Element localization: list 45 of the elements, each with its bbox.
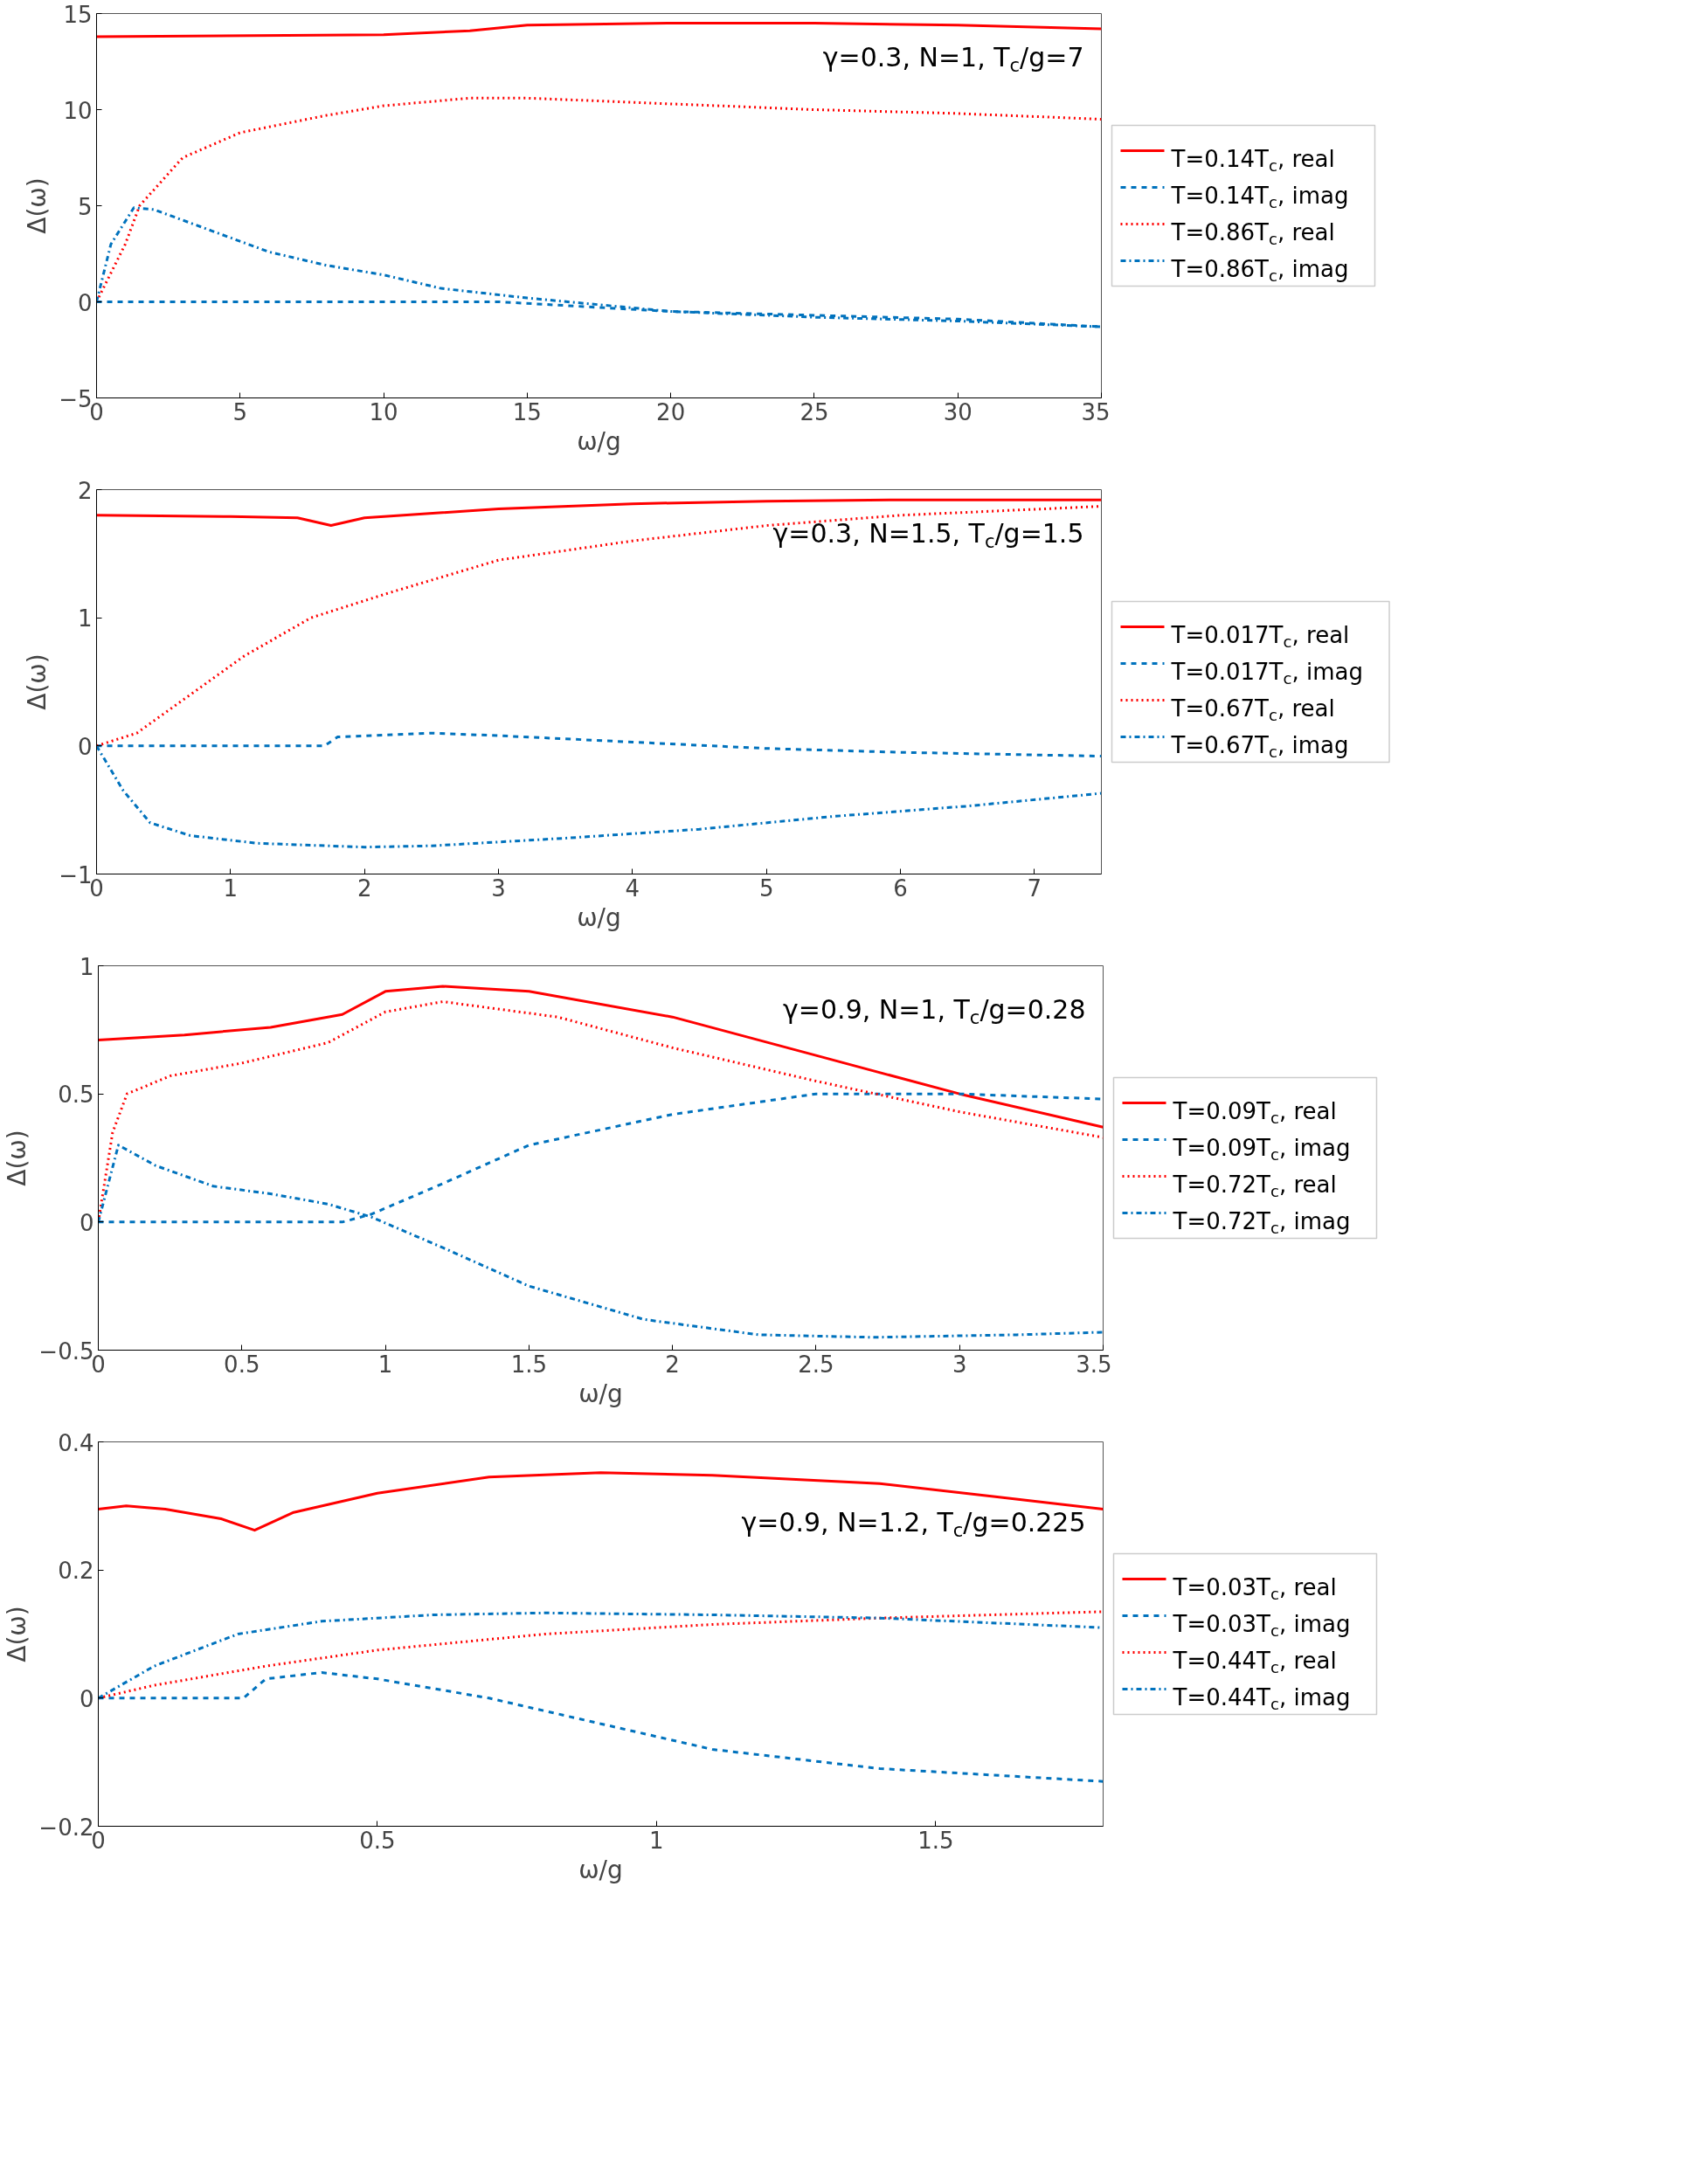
x-tick-label: 2 <box>356 874 372 902</box>
y-tick-label: 1 <box>79 953 94 980</box>
x-tick-label: 3 <box>491 874 506 902</box>
x-tick-label: 2.5 <box>798 1351 834 1378</box>
x-tick-label: 1 <box>649 1827 664 1854</box>
y-tick-label: 0 <box>77 289 93 316</box>
x-tick-label: 5 <box>758 874 774 902</box>
x-tick-label: 30 <box>943 398 973 425</box>
x-tick-label: 2 <box>665 1351 680 1378</box>
x-tick-label: 4 <box>625 874 640 902</box>
x-axis-title: ω/g <box>578 1855 623 1884</box>
x-tick-label: 0.5 <box>359 1827 396 1854</box>
y-tick-label: 0 <box>79 1209 94 1236</box>
x-tick-label: 1 <box>377 1351 393 1378</box>
x-axis-title: ω/g <box>578 1379 623 1408</box>
y-axis-title: Δ(ω) <box>23 177 52 234</box>
y-tick-label: 15 <box>63 1 93 28</box>
y-tick-label: 5 <box>77 193 93 220</box>
x-tick-label: 3.5 <box>1076 1351 1112 1378</box>
x-tick-label: 25 <box>799 398 829 425</box>
y-tick-label: 0.2 <box>58 1558 94 1585</box>
x-tick-label: 20 <box>656 398 686 425</box>
y-tick-label: 0 <box>79 1685 94 1712</box>
x-tick-label: 35 <box>1081 398 1111 425</box>
x-axis-title: ω/g <box>577 902 621 932</box>
x-tick-label: 7 <box>1027 874 1042 902</box>
x-tick-label: 15 <box>512 398 542 425</box>
y-tick-label: 10 <box>63 97 93 124</box>
y-tick-label: 0.4 <box>58 1429 94 1456</box>
y-tick-label: 0 <box>77 733 93 760</box>
y-tick-label: 2 <box>77 477 93 504</box>
y-axis-title: Δ(ω) <box>23 653 52 710</box>
x-axis-title: ω/g <box>577 426 621 456</box>
x-tick-label: 3 <box>952 1351 967 1378</box>
y-tick-label: 0.5 <box>58 1082 94 1109</box>
x-tick-label: 0.5 <box>224 1351 260 1378</box>
x-tick-label: 5 <box>232 398 248 425</box>
y-tick-label: 1 <box>77 605 93 632</box>
x-tick-label: 1.5 <box>917 1827 954 1854</box>
x-tick-label: 1 <box>223 874 239 902</box>
x-tick-label: 6 <box>893 874 908 902</box>
y-axis-title: Δ(ω) <box>3 1606 32 1662</box>
x-tick-label: 1.5 <box>510 1351 548 1378</box>
x-tick-label: 10 <box>369 398 398 425</box>
y-axis-title: Δ(ω) <box>3 1130 32 1186</box>
